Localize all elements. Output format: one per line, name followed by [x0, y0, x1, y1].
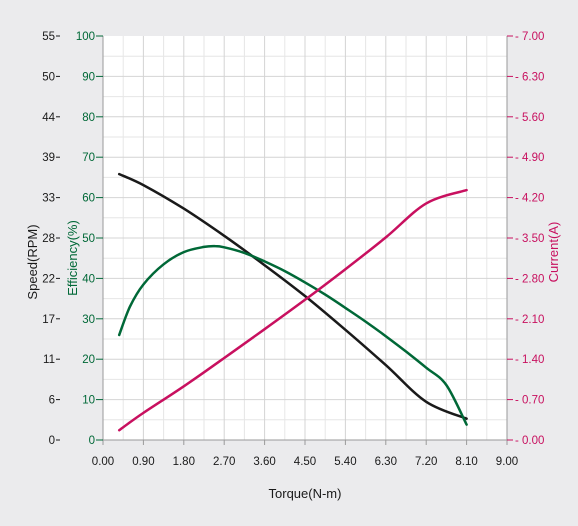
efficiency-tick-label: 60 [82, 193, 95, 205]
efficiency-tick-label: 80 [82, 112, 95, 124]
speed-tick-label: 0 [49, 435, 55, 447]
x-tick-label: 0.90 [132, 456, 154, 468]
efficiency-tick-label: 30 [82, 314, 95, 326]
x-tick-label: 4.50 [294, 456, 316, 468]
current-series-line [117, 188, 468, 432]
speed-tick-label: 33 [42, 193, 55, 205]
speed-tick-label: 39 [42, 152, 55, 164]
current-tick-label: - 4.90 [515, 152, 544, 164]
speed-tick-label: 50 [42, 71, 55, 83]
x-tick-label: 6.30 [375, 456, 397, 468]
current-tick-label: - 3.50 [515, 233, 544, 245]
efficiency-tick-label: 70 [82, 152, 95, 164]
efficiency-tick-label: 100 [76, 31, 95, 43]
x-tick-label: 8.10 [455, 456, 477, 468]
current-tick-label: - 5.60 [515, 112, 544, 124]
x-tick-label: 9.00 [496, 456, 518, 468]
speed-tick-label: 55 [42, 31, 55, 43]
efficiency-tick-label: 40 [82, 273, 95, 285]
efficiency-series-line [117, 244, 468, 426]
x-tick-label: 3.60 [253, 456, 275, 468]
current-tick-label: - 6.30 [515, 71, 544, 83]
x-tick-label: 5.40 [334, 456, 356, 468]
current-tick-label: - 7.00 [515, 31, 544, 43]
efficiency-tick-label: 10 [82, 395, 95, 407]
current-tick-label: - 2.10 [515, 314, 544, 326]
speed-tick-label: 28 [42, 233, 55, 245]
current-tick-label: - 1.40 [515, 354, 544, 366]
x-tick-label: 2.70 [213, 456, 235, 468]
grid-lines [103, 36, 507, 440]
y-axis-label-speed: Speed(RPM) [25, 224, 40, 299]
y-axis-label-current: Current(A) [546, 222, 561, 283]
x-tick-label: 0.00 [92, 456, 114, 468]
speed-tick-label: 44 [42, 112, 55, 124]
speed-tick-label: 6 [49, 395, 55, 407]
speed-tick-label: 17 [42, 314, 55, 326]
current-tick-label: - 4.20 [515, 193, 544, 205]
current-tick-label: - 0.00 [515, 435, 544, 447]
efficiency-tick-label: 20 [82, 354, 95, 366]
tick-labels: 0.00 0.90 1.80 2.70 3.60 4.50 5.40 6.30 7.20 8.10… [42, 31, 544, 468]
y-axis-label-efficiency: Efficiency(%) [65, 220, 80, 296]
x-tick-label: 1.80 [173, 456, 195, 468]
speed-tick-label: 11 [43, 354, 55, 366]
x-tick-label: 7.20 [415, 456, 437, 468]
efficiency-tick-label: 90 [82, 71, 95, 83]
current-tick-label: - 2.80 [515, 273, 544, 285]
efficiency-tick-label: 0 [89, 435, 95, 447]
speed-series-line [117, 172, 468, 420]
speed-tick-label: 22 [42, 273, 55, 285]
current-tick-label: - 0.70 [515, 395, 544, 407]
efficiency-tick-label: 50 [82, 233, 95, 245]
x-axis-label: Torque(N-m) [269, 486, 342, 501]
series-lines [117, 172, 468, 432]
